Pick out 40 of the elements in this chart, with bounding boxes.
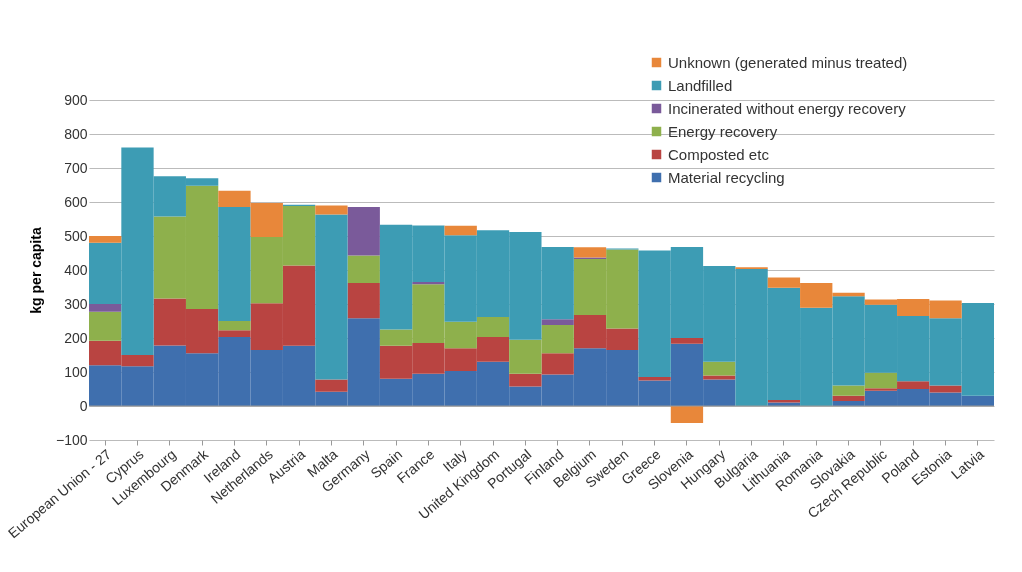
bar [703, 375, 736, 380]
bar [509, 373, 542, 387]
bar [315, 205, 348, 215]
y-tick-label: 600 [64, 193, 88, 210]
y-tick-label: 400 [64, 261, 88, 278]
bar [670, 338, 704, 344]
y-tick-label: 500 [64, 227, 88, 244]
bar [573, 247, 607, 258]
bar [315, 379, 348, 392]
y-tick-label: 900 [64, 91, 88, 108]
bar [347, 255, 380, 283]
bar [315, 214, 348, 380]
bar [218, 321, 251, 331]
y-tick-label: −100 [55, 431, 88, 448]
y-axis-title: kg per capita [27, 227, 44, 314]
y-tick-label: 300 [64, 295, 88, 312]
legend-label: Incinerated without energy recovery [668, 99, 907, 117]
y-tick-label: 200 [64, 329, 88, 346]
bar [347, 207, 380, 256]
legend-label: Energy recovery [668, 122, 778, 140]
bar [541, 319, 574, 326]
bar [347, 282, 380, 319]
bar [89, 304, 122, 312]
legend-label: Landfilled [668, 76, 733, 94]
bar [832, 395, 865, 401]
y-tick-label: 800 [64, 125, 88, 142]
bar [89, 311, 122, 341]
y-tick-label: 0 [79, 397, 88, 414]
bar [541, 353, 574, 375]
y-tick-label: 700 [64, 159, 88, 176]
y-tick-label: 100 [64, 363, 88, 380]
bar [89, 236, 122, 243]
legend-label: Composted etc [668, 145, 770, 163]
legend-label: Unknown (generated minus treated) [668, 53, 908, 71]
bar [703, 361, 736, 376]
bar [444, 225, 477, 236]
bar [218, 207, 251, 321]
bar [670, 406, 704, 423]
legend-label: Material recycling [668, 168, 785, 186]
bar [638, 377, 671, 381]
